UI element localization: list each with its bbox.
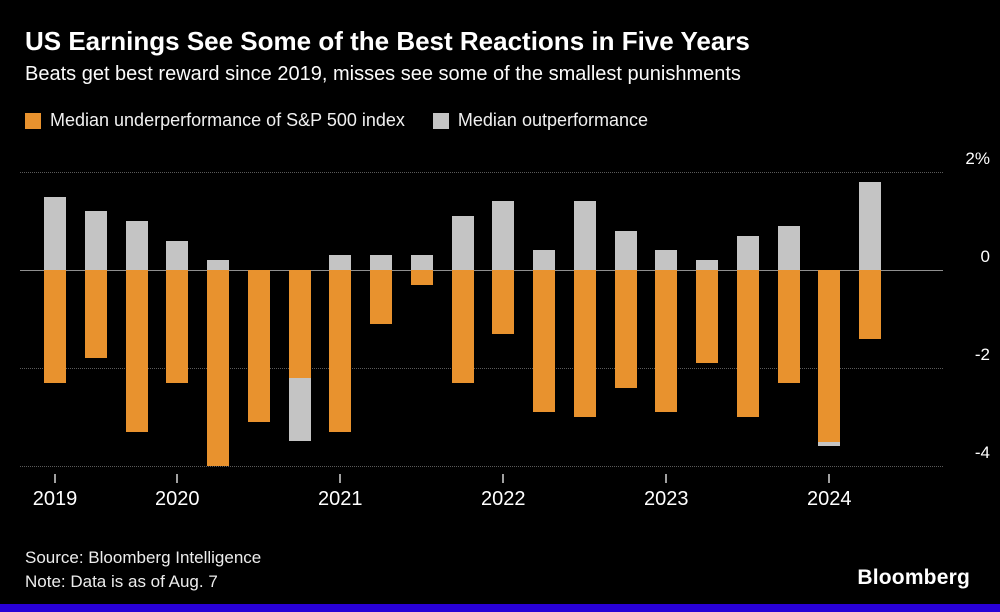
bar-outperformance [573, 201, 596, 270]
y-axis-label--2: -2 [974, 345, 990, 364]
bar-outperformance [614, 230, 637, 270]
bar-outperformance [410, 255, 433, 270]
bar-outperformance [44, 196, 66, 270]
chart-title: US Earnings See Some of the Best Reactio… [25, 26, 750, 56]
bar-underperformance [125, 270, 148, 432]
bloomberg-logo: Bloomberg [857, 566, 970, 589]
bar-outperformance [84, 211, 107, 270]
bar-outperformance [696, 260, 718, 270]
x-axis-label-2020: 2020 [155, 488, 200, 510]
plot-area [20, 160, 943, 472]
bar-outperformance [166, 240, 189, 270]
bar-outperformance [655, 250, 678, 270]
zero-line [20, 270, 943, 271]
bar-underperformance [818, 270, 841, 442]
bar-underperformance [614, 270, 637, 388]
legend-item-outperformance: Median outperformance [432, 110, 649, 131]
x-axis-label-2019: 2019 [32, 488, 78, 510]
bar-outperformance [370, 255, 392, 270]
gridline--2 [20, 368, 943, 369]
legend-label-outperformance: Median outperformance [457, 110, 649, 130]
bar-outperformance [859, 181, 881, 270]
bar-underperformance [736, 270, 759, 417]
legend: Median underperformance of S&P 500 index… [25, 110, 648, 131]
bar-outperformance [329, 255, 352, 270]
x-axis-label-2024: 2024 [807, 488, 852, 510]
bar-outperformance-below-zero [818, 441, 841, 447]
bar-underperformance [696, 270, 718, 364]
y-axis-label--4: -4 [974, 443, 990, 462]
bar-outperformance [736, 235, 759, 270]
legend-item-underperformance: Median underperformance of S&P 500 index [25, 110, 405, 131]
outperformance-swatch-icon [432, 112, 449, 129]
bar-underperformance [859, 270, 881, 339]
x-tick-2019 [54, 474, 56, 483]
bar-underperformance [492, 270, 515, 334]
x-tick-2024 [828, 474, 831, 483]
note-text: Note: Data is as of Aug. 7 [25, 572, 218, 591]
bar-underperformance [44, 270, 66, 383]
bar-outperformance [207, 260, 229, 270]
x-tick-2022 [502, 474, 505, 483]
y-axis: 2% 0 -2 -4 [946, 149, 990, 472]
bottom-accent-bar [0, 604, 1000, 612]
bar-outperformance [451, 216, 474, 270]
bar-outperformance [533, 250, 555, 270]
x-axis: 2019 2020 2021 2022 2023 2024 [25, 472, 943, 524]
bar-outperformance [492, 201, 515, 270]
x-tick-2020 [176, 474, 179, 483]
bar-outperformance [777, 225, 800, 270]
bar-underperformance [655, 270, 678, 413]
bar-underperformance [533, 270, 555, 413]
bar-underperformance [166, 270, 189, 383]
y-axis-label-0: 0 [980, 247, 990, 266]
bar-outperformance [125, 221, 148, 270]
legend-label-underperformance: Median underperformance of S&P 500 index [50, 110, 405, 130]
bar-underperformance [207, 270, 229, 466]
bar-underperformance [247, 270, 270, 422]
source-text: Source: Bloomberg Intelligence [25, 548, 262, 567]
x-axis-label-2021: 2021 [318, 488, 363, 510]
bar-underperformance [410, 270, 433, 285]
gridline--4 [20, 466, 943, 467]
bar-underperformance [370, 270, 392, 324]
bar-underperformance [84, 270, 107, 359]
y-axis-label-2%: 2% [965, 149, 990, 168]
bar-underperformance [329, 270, 352, 432]
chart-subtitle: Beats get best reward since 2019, misses… [25, 63, 741, 85]
x-tick-2021 [339, 474, 342, 483]
bar-underperformance [777, 270, 800, 383]
bar-underperformance [573, 270, 596, 417]
x-axis-label-2022: 2022 [481, 488, 526, 510]
bar-outperformance-below-zero [288, 377, 311, 442]
x-tick-2023 [665, 474, 668, 483]
bar-underperformance [451, 270, 474, 383]
bar-underperformance [288, 270, 311, 378]
x-axis-label-2023: 2023 [644, 488, 689, 510]
underperformance-swatch-icon [25, 112, 41, 129]
gridline-2% [20, 172, 943, 173]
